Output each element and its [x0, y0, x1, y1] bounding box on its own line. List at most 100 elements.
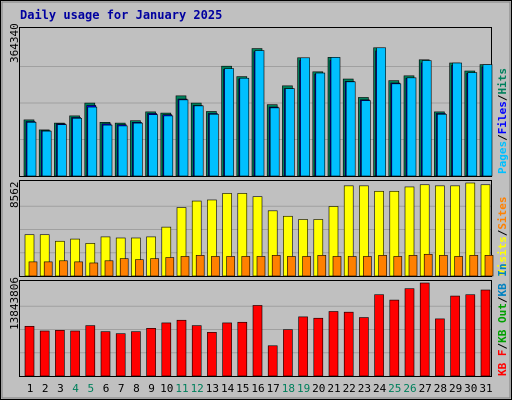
bar-pages-day-9: [148, 114, 158, 177]
x-tick-label-day-13: 13: [206, 382, 219, 395]
bar-kbf-day-9: [146, 328, 156, 377]
bar-sites-day-23: [363, 256, 372, 277]
bar-kbf-day-2: [39, 330, 50, 377]
bar-kbf-day-30: [465, 294, 476, 377]
bar-pages-day-3: [57, 124, 67, 177]
bar-kbf-day-15: [237, 321, 248, 377]
legend-2-part-3: /: [496, 296, 509, 303]
x-tick-label-day-5: 5: [87, 382, 94, 395]
bar-sites-day-18: [287, 256, 296, 277]
bar-pages-day-21: [330, 57, 341, 177]
bar-kbf-day-21: [328, 311, 339, 377]
bar-sites-day-3: [59, 260, 68, 277]
bar-pages-day-27: [421, 60, 432, 177]
x-tick-label-day-31: 31: [479, 382, 492, 395]
bar-kbf-day-16: [252, 305, 263, 377]
legend-1-part-0: Visits: [496, 236, 509, 276]
x-tick-label-day-16: 16: [251, 382, 264, 395]
ymax-label-visits: 8562: [8, 182, 21, 209]
legend-1-part-1: /: [496, 229, 509, 236]
bar-sites-day-20: [317, 255, 327, 277]
bar-pages-day-8: [133, 122, 143, 177]
ymax-label-hits: 364340: [8, 23, 21, 63]
x-tick-label-day-10: 10: [160, 382, 173, 395]
bar-kbf-day-18: [283, 329, 293, 377]
bar-pages-day-1: [26, 122, 37, 177]
bar-pages-day-5: [87, 106, 98, 177]
bar-sites-day-16: [256, 256, 266, 277]
bar-kbf-day-17: [267, 345, 278, 377]
bar-sites-day-27: [423, 253, 433, 277]
x-tick-label-day-23: 23: [358, 382, 371, 395]
bar-sites-day-2: [43, 261, 53, 277]
bar-kbf-day-11: [176, 319, 187, 377]
bar-pages-day-28: [437, 113, 447, 177]
x-tick-label-day-9: 9: [148, 382, 155, 395]
x-tick-label-day-22: 22: [343, 382, 356, 395]
x-tick-label-day-1: 1: [27, 382, 34, 395]
legend-visits-sites: Visits/Sites: [496, 197, 509, 277]
bar-sites-day-25: [393, 256, 403, 277]
legend-0-part-0: Pages: [496, 141, 509, 174]
bar-kbf-day-7: [115, 333, 126, 377]
bar-pages-day-16: [254, 50, 265, 177]
x-tick-label-day-12: 12: [191, 382, 204, 395]
x-tick-label-day-30: 30: [464, 382, 477, 395]
bar-kbf-day-4: [70, 330, 80, 377]
bar-sites-day-19: [302, 256, 311, 277]
x-tick-label-day-4: 4: [72, 382, 79, 395]
bar-sites-day-11: [180, 256, 190, 277]
bar-sites-day-12: [195, 255, 205, 277]
bar-pages-day-4: [72, 117, 82, 177]
bar-kbf-day-13: [207, 332, 217, 377]
legend-2-part-0: KB F: [496, 350, 509, 377]
x-tick-label-day-14: 14: [221, 382, 235, 395]
bar-kbf-day-23: [359, 317, 369, 377]
bar-kbf-day-29: [450, 295, 460, 377]
bar-kbf-day-1: [24, 325, 35, 377]
x-axis-day-labels: 1 2 3 4 5 6 7 8 9 10 11 12 13 14 15 16 17 18 19 20 21 22 23 24 2…: [27, 382, 493, 395]
bar-pages-day-11: [178, 99, 189, 177]
bar-pages-day-19: [300, 57, 310, 177]
bar-sites-day-17: [271, 255, 281, 277]
bar-pages-day-12: [193, 105, 204, 177]
bar-pages-day-18: [285, 88, 295, 177]
bar-kbf-day-24: [374, 294, 384, 377]
bar-kbf-day-19: [298, 316, 308, 377]
bar-pages-day-26: [406, 77, 417, 177]
legend-0-part-3: /: [496, 94, 509, 101]
bar-sites-day-6: [104, 260, 114, 277]
bar-kbf-day-27: [419, 282, 430, 377]
bar-kbf-day-8: [131, 331, 141, 377]
x-tick-label-day-21: 21: [327, 382, 340, 395]
bar-sites-day-7: [119, 258, 129, 277]
bar-kbf-day-3: [55, 330, 65, 377]
bar-sites-day-14: [226, 256, 235, 277]
bar-sites-day-4: [74, 261, 83, 277]
bar-sites-day-5: [89, 262, 99, 277]
bar-sites-day-15: [241, 256, 251, 277]
bar-pages-day-25: [391, 83, 402, 177]
bar-kbf-day-26: [404, 288, 415, 377]
x-tick-label-day-26: 26: [403, 382, 416, 395]
bar-sites-day-26: [408, 255, 418, 277]
bar-kbf-day-14: [222, 322, 232, 377]
bar-sites-day-28: [439, 255, 448, 277]
bar-pages-day-6: [102, 124, 113, 177]
ymax-label-kbytes: 13843806: [8, 277, 21, 330]
x-tick-label-day-29: 29: [449, 382, 462, 395]
bar-pages-day-31: [482, 64, 493, 177]
bar-kbf-day-20: [313, 317, 324, 377]
x-tick-label-day-24: 24: [373, 382, 387, 395]
x-tick-label-day-19: 19: [297, 382, 310, 395]
bar-sites-day-24: [378, 255, 387, 277]
x-tick-label-day-18: 18: [282, 382, 295, 395]
x-tick-label-day-15: 15: [236, 382, 249, 395]
legend-2-part-2: KB Out: [496, 303, 509, 343]
bar-sites-day-9: [150, 258, 159, 277]
x-tick-label-day-6: 6: [103, 382, 110, 395]
legend-kbf-kbout-kbin: KB F/KB Out/KB In: [496, 263, 509, 376]
x-tick-label-day-7: 7: [118, 382, 125, 395]
bar-pages-day-10: [163, 115, 174, 177]
x-tick-label-day-2: 2: [42, 382, 49, 395]
